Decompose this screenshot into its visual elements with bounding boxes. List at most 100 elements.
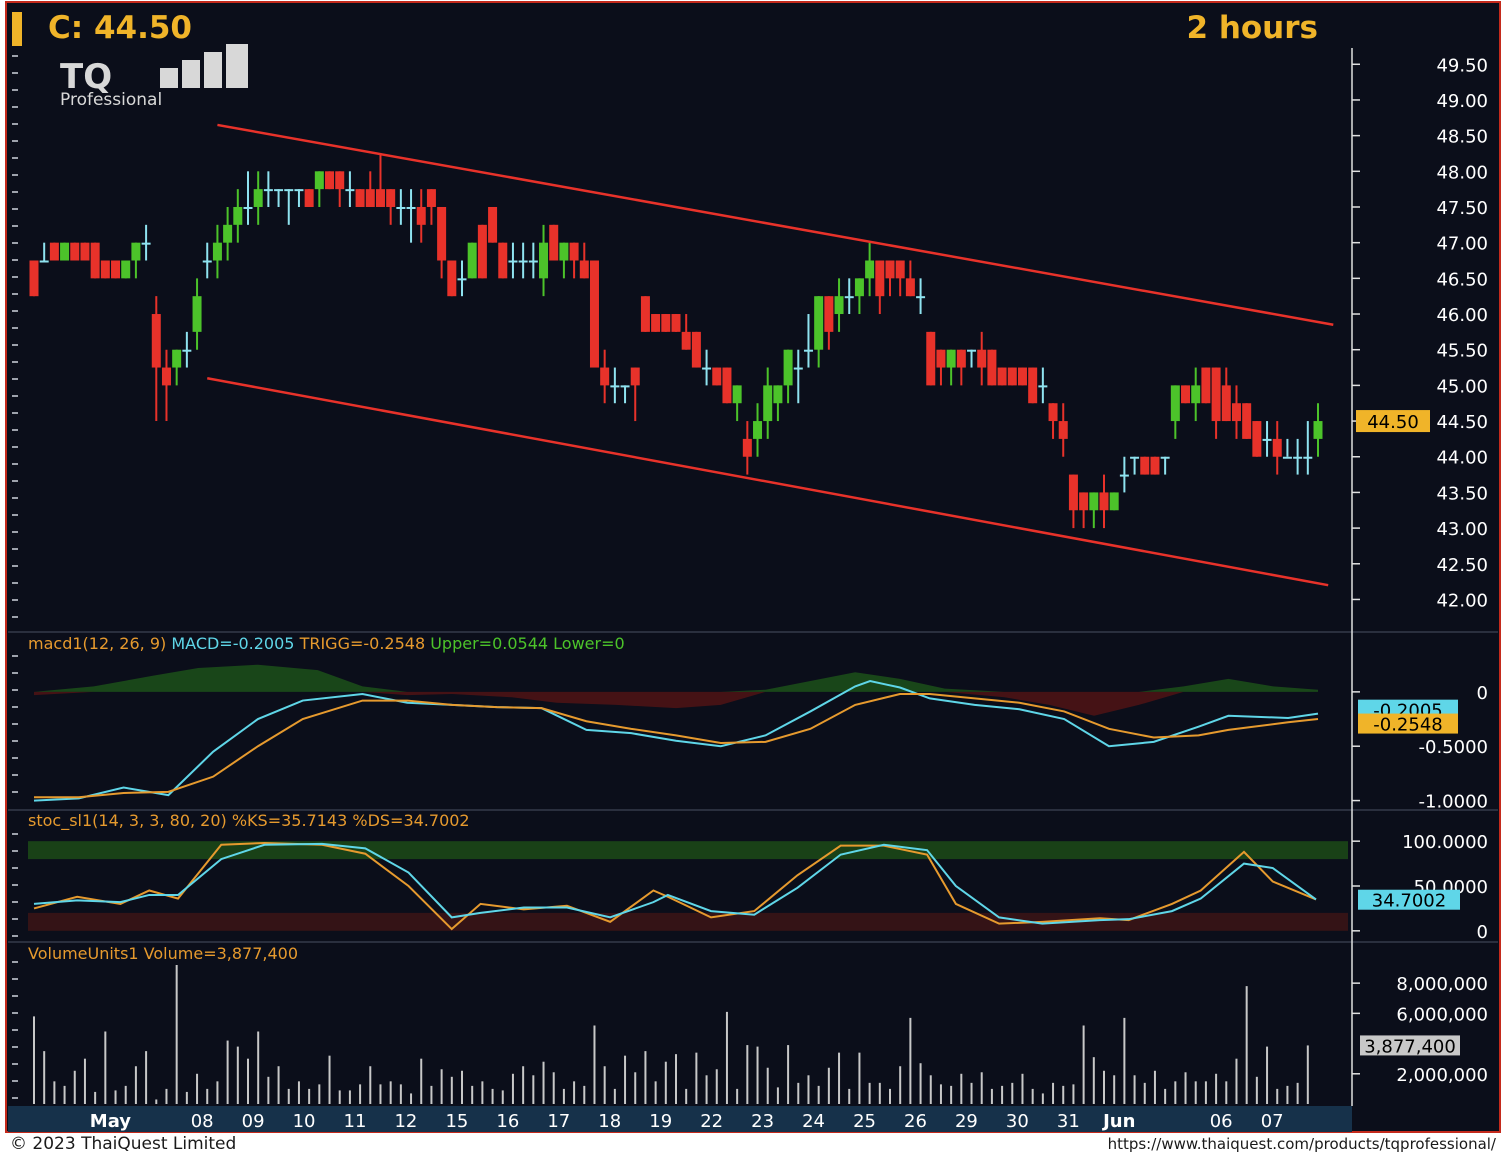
price-tick-label: 49.00 [1436,91,1488,112]
candle-body [834,296,844,315]
x-tick-label: 24 [802,1111,825,1132]
logo-bar-2 [182,60,200,88]
candle-body [365,189,375,207]
candle-body [1272,438,1282,457]
price-tick-label: 44.00 [1436,448,1488,469]
candle-body [111,260,121,279]
candle-body [498,242,508,279]
price-tick-label: 45.50 [1436,341,1488,362]
x-tick-label: 31 [1057,1111,1080,1132]
macd-legend: macd1(12, 26, 9) MACD=-0.2005 TRIGG=-0.2… [28,634,625,653]
candle-body [946,349,956,368]
candle-body [1007,367,1017,386]
candle-body [549,224,559,261]
macd-histogram-negative [34,691,1318,716]
volume-bars [33,965,1309,1104]
candle-body [865,260,875,279]
candle-body [1282,456,1292,459]
candle-body [977,349,987,368]
x-tick-label: 29 [955,1111,978,1132]
candle-body [121,260,131,279]
x-tick-label: 25 [853,1111,876,1132]
candle-body [1130,456,1140,459]
candle-body [212,242,222,261]
candle-body [1303,456,1313,459]
macd-histogram-positive [34,664,1318,692]
volume-y-axis: 8,000,000 6,000,000 2,000,000 3,877,400 [1352,974,1488,1086]
candle-body [284,189,294,192]
x-axis-strip [8,1106,1352,1132]
price-tick-label: 42.00 [1436,590,1488,611]
candle-body [1170,385,1180,422]
stochastic-value-badge [1358,889,1460,910]
candle-body [1252,421,1262,457]
candle-body [1313,421,1323,439]
x-tick-label: 09 [242,1111,265,1132]
candle-body [712,367,722,386]
macd-lines [33,679,1319,802]
price-tick-label: 49.50 [1436,55,1488,76]
candle-body [100,260,110,279]
x-tick-label: 26 [904,1111,927,1132]
x-tick-label: 22 [700,1111,723,1132]
price-tick-label: 43.50 [1436,483,1488,504]
price-tick-label: 48.00 [1436,162,1488,183]
candle-body [753,421,763,439]
stochastic-tick-label: 0 [1477,922,1488,943]
candle-body [508,260,518,263]
price-panel: 49.50 49.00 48.50 48.00 47.50 47.00 46.50 46.00… [29,55,1488,611]
candle-body [29,260,39,297]
candle-body [477,224,487,279]
logo-bar-3 [204,52,222,88]
candle-body [518,260,528,263]
stochastic-panel: stoc_sl1(14, 3, 3, 80, 20) %KS=35.7143 %… [28,811,1488,943]
volume-tick-label: 2,000,000 [1396,1065,1488,1086]
candle-body [620,385,630,388]
macd-legend-part: macd1(12, 26, 9) [28,634,171,653]
candle-body [997,367,1007,386]
candle-body [1191,385,1201,404]
logo-bar-1 [160,68,178,88]
x-tick-label: 17 [547,1111,570,1132]
candle-body [1160,456,1170,459]
candle-body [1089,492,1099,511]
candle-body [457,278,467,281]
x-tick-label: 06 [1210,1111,1233,1132]
last-price-label: 44.50 [1367,412,1419,433]
candle-body [223,224,233,243]
candle-body [895,260,905,279]
candle-body [447,260,457,297]
x-tick-label: 19 [649,1111,672,1132]
price-tick-label: 44.50 [1436,412,1488,433]
candle-body [702,367,712,370]
candle-body [773,385,783,404]
candle-body [936,349,946,368]
candle-body [416,206,426,225]
x-tick-label: 18 [598,1111,621,1132]
last-price-badge [1356,410,1430,433]
candle-body [987,349,997,386]
stochastic-tick-label: 100.0000 [1402,832,1488,853]
x-tick-label: Jun [1101,1111,1135,1132]
macd-y-axis: 0-0.5000-1.0000-0.2005-0.2548 [1352,683,1488,813]
candle-body [314,171,324,190]
price-tick-label: 48.50 [1436,127,1488,148]
candle-body [49,242,59,261]
candle-body [1181,385,1191,404]
candle-body [131,242,141,261]
candle-body [814,296,824,350]
candle-body [1140,456,1150,475]
candle-body [253,189,263,207]
candle-body [263,189,273,192]
macd-legend-part: Lower=0 [553,634,625,653]
candle-body [722,367,732,404]
candle-body [579,260,589,279]
stochastic-value-label: 34.7002 [1372,891,1446,912]
x-tick-label: 15 [445,1111,468,1132]
candle-body [1262,438,1272,441]
candle-body [1099,492,1109,511]
candle-body [763,385,773,422]
candle-body [783,349,793,386]
candle-body [691,331,701,368]
